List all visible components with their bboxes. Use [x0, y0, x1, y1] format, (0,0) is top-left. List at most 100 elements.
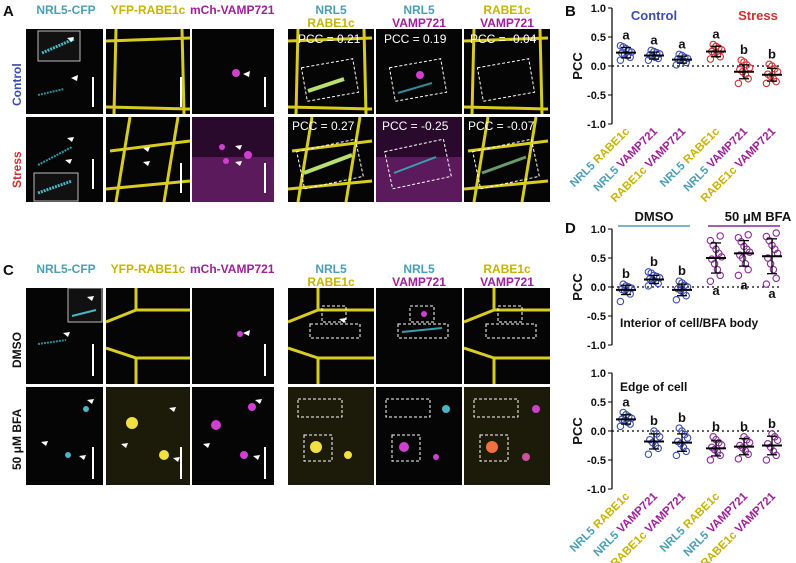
significance-letter-b: a [678, 36, 686, 51]
data-point-d-bot [706, 456, 715, 464]
data-point-d-top [772, 274, 780, 283]
header-c-mch-vamp721: mCh-VAMP721 [190, 262, 275, 276]
row-label-bfa: 50 μM BFA [10, 408, 24, 470]
y-tick-label-b: 0.0 [591, 61, 606, 73]
data-point-d-bot [708, 443, 716, 451]
micrograph-a-control-merge-1 [288, 29, 374, 114]
data-point-d-bot [734, 455, 743, 463]
micrograph-a-control-merge-2 [376, 29, 462, 114]
data-point-d-top [764, 254, 772, 262]
data-point-d-top [644, 282, 653, 290]
y-tick-label-b: -0.5 [587, 90, 606, 102]
data-point-b [616, 41, 625, 50]
header-a-mch-vamp721: mCh-VAMP721 [190, 3, 275, 17]
significance-letter-d-bot: b [768, 416, 776, 431]
y-tick-label-d-bot: 0.5 [591, 397, 606, 409]
data-point-d-bot [709, 433, 717, 441]
pcc-a-stress-2: PCC = -0.25 [382, 119, 449, 133]
data-point-d-top [716, 232, 724, 240]
significance-letter-d-bot: b [678, 410, 686, 425]
data-point-d-top [762, 232, 771, 241]
data-point-b [737, 56, 745, 64]
micrograph-c-dmso-merge-1 [288, 288, 374, 384]
pcc-a-control-3: PCC = -0.04 [470, 32, 537, 46]
micrograph-a-stress-vamp721 [192, 117, 274, 202]
pcc-a-stress-1: PCC = 0.27 [292, 119, 355, 133]
group-label-b: Stress [738, 8, 778, 23]
y-tick-label-d-bot: 0.0 [591, 426, 606, 438]
significance-letter-d-bot: b [740, 419, 748, 434]
data-point-d-bot [646, 435, 654, 444]
y-axis-label-d-top: PCC [570, 273, 585, 301]
header-c-merge-2-top: NRL5 [403, 262, 435, 276]
micrograph-a-stress-merge-2 [376, 117, 462, 202]
header-c-nrl5-cfp: NRL5-CFP [36, 262, 96, 276]
micrograph-c-dmso-nrl5 [26, 288, 103, 384]
significance-letter-d-top: a [768, 286, 776, 301]
data-point-b [709, 40, 717, 49]
data-point-b [675, 50, 683, 59]
panel-label-a: A [3, 3, 14, 20]
data-point-b [765, 60, 773, 69]
data-point-d-top [706, 277, 715, 285]
y-tick-label-d-bot: -0.5 [587, 455, 606, 467]
micrograph-a-control-merge-3 [464, 29, 550, 114]
header-c-merge-3: RABE1c VAMP721 [464, 263, 550, 289]
data-point-d-top [672, 296, 681, 304]
y-tick-label-b: 0.5 [591, 32, 606, 44]
y-tick-label-d-bot: -1.0 [587, 484, 606, 496]
y-tick-label-d-top: -0.5 [587, 311, 606, 323]
y-tick-label-d-top: 0.0 [591, 282, 606, 294]
data-point-d-top [706, 236, 715, 245]
data-point-d-bot [674, 437, 682, 446]
header-c-yfp-rabe1c: YFP-RABE1c [110, 262, 186, 276]
y-tick-label-d-top: 0.5 [591, 253, 606, 265]
pcc-a-control-2: PCC = 0.19 [384, 32, 447, 46]
group-label-d-top: DMSO [635, 209, 674, 224]
data-point-b [644, 56, 653, 64]
data-point-d-bot [675, 424, 683, 432]
row-label-control: Control [10, 63, 24, 106]
significance-letter-d-top: a [712, 283, 720, 298]
micrograph-a-stress-merge-3 [464, 117, 550, 202]
significance-letter-d-top: b [622, 266, 630, 281]
data-point-d-bot [764, 440, 772, 448]
significance-letter-b: a [622, 28, 630, 43]
panel-label-c: C [3, 262, 14, 279]
data-point-d-top [769, 265, 778, 274]
y-tick-label-b: -1.0 [587, 119, 606, 131]
header-a-merge-3-top: RABE1c [483, 3, 531, 17]
header-a-nrl5-cfp: NRL5-CFP [36, 3, 96, 17]
data-point-d-bot [762, 456, 771, 464]
data-point-d-top [741, 260, 750, 268]
data-point-d-top [762, 280, 771, 288]
significance-letter-d-top: b [650, 254, 658, 269]
data-point-d-top [736, 251, 744, 259]
group-label-b: Control [631, 8, 677, 23]
micrograph-a-stress-rabe1c [106, 117, 190, 202]
data-point-d-bot [644, 450, 653, 458]
header-a-yfp-rabe1c: YFP-RABE1c [110, 3, 186, 17]
data-point-b [734, 79, 743, 88]
significance-letter-b: a [650, 32, 658, 47]
header-a-merge-2-top: NRL5 [403, 3, 435, 17]
y-axis-label-b: PCC [570, 52, 585, 80]
micrograph-a-stress-nrl5 [26, 117, 103, 202]
panel-label-d: D [565, 220, 576, 237]
significance-letter-d-bot: b [712, 419, 720, 434]
header-a-merge-1-top: NRL5 [315, 3, 347, 17]
y-tick-label-d-top: -1.0 [587, 340, 606, 352]
header-c-merge-3-top: RABE1c [483, 262, 531, 276]
data-point-d-top [772, 229, 780, 237]
header-a-merge-3: RABE1c VAMP721 [464, 4, 550, 30]
data-point-d-bot [619, 408, 627, 417]
significance-letter-d-bot: b [650, 413, 658, 428]
header-c-merge-1: NRL5 RABE1c [288, 263, 374, 289]
data-point-b [706, 55, 715, 63]
data-point-d-top [619, 280, 627, 288]
data-point-d-top [734, 233, 743, 242]
header-a-merge-2: NRL5 VAMP721 [376, 4, 462, 30]
data-point-d-top [734, 271, 743, 280]
micrograph-c-dmso-merge-3 [464, 288, 550, 384]
